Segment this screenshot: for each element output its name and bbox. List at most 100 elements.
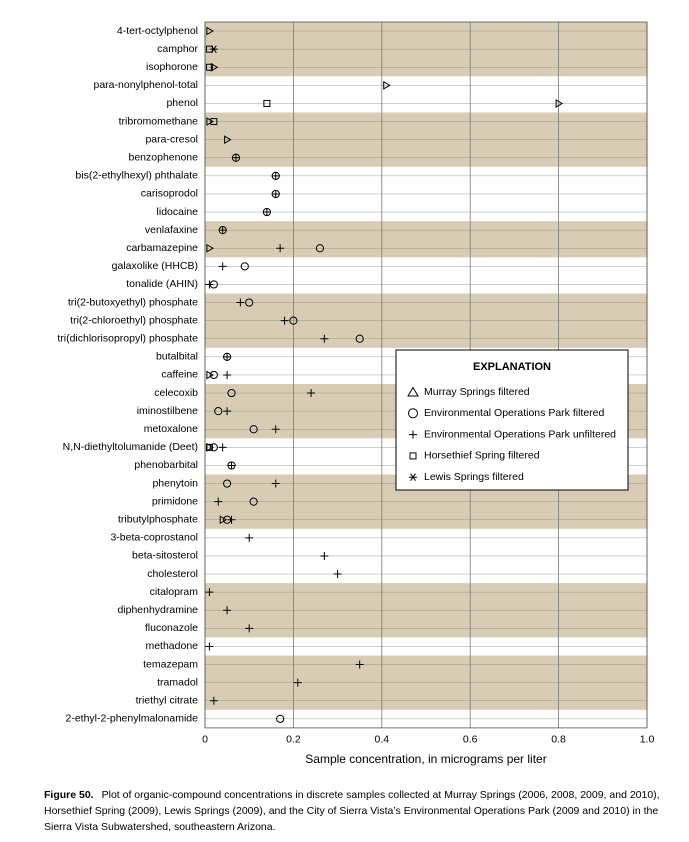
marker-triangle	[383, 80, 391, 90]
y-tick-label: triethyl citrate	[136, 695, 199, 707]
marker-square	[210, 118, 218, 126]
marker-plus	[218, 443, 227, 452]
legend-label: Murray Springs filtered	[424, 386, 530, 398]
legend-box	[395, 349, 629, 491]
y-tick-label: cholesterol	[147, 568, 198, 580]
marker-circle	[289, 316, 298, 325]
marker-plus	[218, 262, 227, 271]
y-tick-label: camphor	[157, 43, 198, 55]
y-tick-label: 4-tert-octylphenol	[117, 25, 198, 37]
y-tick-label: methadone	[145, 640, 198, 652]
y-tick-label: citalopram	[150, 586, 199, 598]
y-tick-label: phenytoin	[152, 477, 198, 489]
marker-circle	[227, 388, 236, 398]
y-tick-label: tonalide (AHIN)	[126, 278, 198, 290]
y-tick-label: beta-sitosterol	[132, 550, 198, 562]
y-tick-label: fluconazole	[145, 622, 198, 634]
marker-plus	[262, 208, 271, 217]
marker-circle	[209, 443, 218, 452]
x-tick-label: 0.2	[286, 734, 301, 746]
chart: Sample concentration, in micrograms per …	[57, 21, 655, 766]
marker-plus	[333, 570, 342, 579]
marker-circle	[209, 370, 218, 380]
marker-plus	[307, 389, 316, 398]
marker-circle	[223, 479, 232, 488]
legend-label: Horsethief Spring filtered	[424, 450, 540, 462]
marker-plus	[236, 298, 245, 307]
y-tick-label: para-cresol	[145, 133, 198, 145]
y-tick-label: venlafaxine	[145, 224, 198, 236]
marker-triangle	[210, 62, 219, 72]
marker-plus	[231, 153, 240, 162]
marker-plus	[271, 189, 280, 198]
marker-plus	[227, 461, 236, 470]
y-tick-label: carisoprodol	[141, 188, 198, 200]
y-tick-label: caffeine	[161, 369, 198, 381]
y-tick-label: isophorone	[146, 61, 198, 73]
marker-plus	[205, 588, 214, 597]
x-axis-title: Sample concentration, in micrograms per …	[305, 752, 546, 766]
marker-triangle	[555, 99, 564, 108]
y-tick-label: benzophenone	[129, 152, 199, 164]
y-tick-label: 3-beta-coprostanol	[110, 532, 198, 544]
y-tick-label: para-nonylphenol-total	[94, 79, 199, 91]
marker-square	[205, 443, 213, 451]
marker-triangle	[224, 135, 232, 145]
marker-plus	[245, 533, 254, 542]
marker-plus	[320, 551, 329, 560]
y-tick-label: carbamazepine	[126, 242, 198, 254]
x-tick-label: 0.4	[374, 734, 389, 746]
marker-plus	[205, 642, 214, 651]
marker-plus	[280, 316, 289, 325]
marker-triangle	[206, 243, 214, 253]
y-tick-label: tri(2-chloroethyl) phosphate	[70, 314, 198, 326]
row-band	[205, 221, 647, 258]
marker-triangle	[206, 370, 214, 380]
marker-asterisk	[209, 45, 218, 53]
marker-plus	[271, 479, 280, 488]
marker-circle	[276, 714, 285, 723]
marker-plus	[227, 515, 236, 524]
marker-circle	[245, 298, 254, 307]
marker-triangle	[206, 26, 214, 36]
legend-marker	[409, 430, 417, 439]
legend-marker	[407, 386, 419, 397]
y-tick-label: N,N-diethyltolumanide (Deet)	[63, 441, 198, 453]
y-tick-label: tri(dichlorisopropyl) phosphate	[57, 333, 198, 345]
marker-plus	[218, 226, 227, 235]
y-tick-label: tramadol	[157, 676, 198, 688]
marker-plus	[320, 334, 329, 343]
x-tick-label: 1.0	[640, 734, 655, 746]
marker-plus	[293, 678, 302, 687]
caption-text: Plot of organic-compound concentrations …	[44, 789, 660, 833]
marker-plus	[214, 497, 223, 506]
legend-label: Environmental Operations Park filtered	[424, 407, 604, 419]
y-tick-label: celecoxib	[154, 387, 198, 399]
y-tick-label: iminostilbene	[137, 405, 198, 417]
y-tick-label: galaxolike (HHCB)	[112, 260, 198, 272]
marker-plus	[223, 407, 232, 416]
y-tick-label: lidocaine	[157, 206, 199, 218]
marker-circle	[240, 262, 249, 271]
marker-circle	[249, 425, 258, 434]
marker-circle	[249, 497, 258, 506]
marker-plus	[223, 352, 232, 361]
marker-plus	[223, 370, 232, 379]
marker-square	[205, 63, 213, 71]
marker-plus	[205, 280, 214, 289]
marker-square	[263, 99, 271, 107]
plot-frame	[204, 21, 648, 729]
legend-marker	[409, 473, 417, 481]
caption-label: Figure 50.	[44, 789, 94, 801]
legend-marker	[409, 452, 417, 460]
marker-circle	[355, 334, 364, 343]
y-tick-label: tri(2-butoxyethyl) phosphate	[68, 296, 198, 308]
marker-circle	[315, 244, 325, 253]
marker-plus	[209, 696, 218, 705]
legend-label: Environmental Operations Park unfiltered	[424, 428, 616, 440]
y-tick-label: metoxalone	[144, 423, 198, 435]
marker-circle	[214, 407, 223, 416]
y-tick-label: tribromomethane	[119, 115, 199, 127]
marker-plus	[245, 624, 254, 633]
